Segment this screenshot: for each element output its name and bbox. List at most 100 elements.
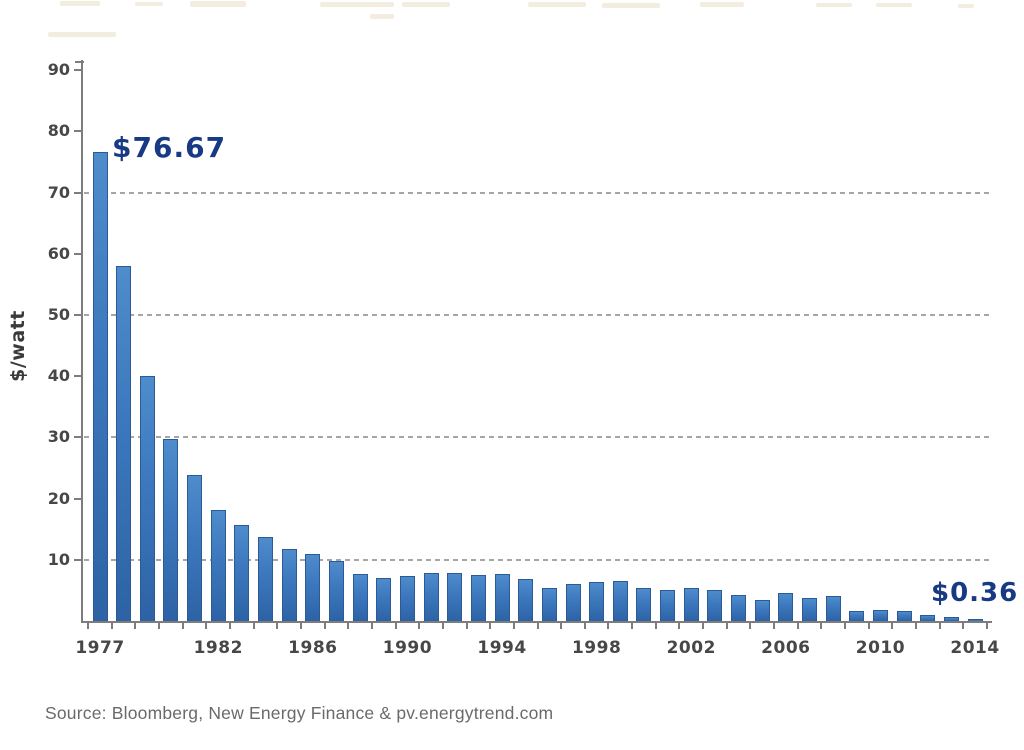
bar-1997 [565,583,581,621]
x-tick-label-2002: 2002 [666,638,716,658]
y-tick-70 [74,191,83,194]
x-tick-31 [820,623,823,629]
gridline-50 [84,314,992,316]
cropped-title-fragment-3 [320,2,394,7]
y-tick-10 [74,558,83,561]
bar-2004 [731,594,747,621]
cropped-title-fragment-1 [135,2,163,6]
bar-1999 [612,580,628,621]
x-tick-2 [134,623,137,629]
x-tick-4 [181,623,184,629]
x-tick-16 [465,623,468,629]
cropped-title-fragment-6 [602,3,660,8]
x-tick-21 [583,623,586,629]
gridline-10 [84,558,992,561]
bar-2007 [802,597,817,621]
x-tick-14 [418,623,421,629]
y-tick-60 [74,252,83,255]
cropped-title-fragment-12 [48,32,116,37]
bar-1988 [352,573,368,621]
bar-2009 [849,610,865,621]
bar-1998 [589,581,605,621]
cropped-title-fragment-2 [190,1,246,7]
y-tick-label-70: 70 [47,182,70,202]
x-tick-17 [489,623,492,629]
bar-2006 [778,593,794,621]
cropped-title-fragment-0 [60,1,100,6]
x-tick-28 [749,623,752,629]
x-tick-label-2006: 2006 [761,638,811,658]
y-tick-label-40: 40 [47,366,70,386]
bar-1983 [234,524,250,621]
y-tick-label-90: 90 [47,60,70,80]
x-tick-33 [867,623,870,629]
bar-1984 [258,537,274,621]
y-tick-label-50: 50 [47,305,70,324]
bar-1987 [329,561,344,621]
y-tick-90 [74,69,83,72]
x-tick-19 [536,623,539,629]
annotation-last-value: $0.36 [931,578,1019,608]
cropped-title-fragment-9 [876,3,912,7]
bar-1991 [423,573,439,621]
x-tick-label-2014: 2014 [950,638,1000,658]
bar-1981 [187,475,203,621]
y-axis-top-cap [75,61,84,63]
bar-1979 [139,376,155,621]
source-line: Source: Bloomberg, New Energy Finance & … [45,703,554,723]
x-tick-label-2010: 2010 [855,638,906,658]
x-tick-6 [229,623,232,629]
x-tick-37 [962,623,965,629]
x-tick-32 [843,623,846,629]
y-axis-title: $/watt [7,310,29,382]
bar-1995 [518,578,534,621]
bar-2010 [872,609,888,621]
cropped-title-fragment-11 [370,14,394,19]
bar-1977 [92,151,108,621]
bar-2001 [660,589,676,621]
x-tick-29 [773,623,776,629]
x-tick-13 [394,623,397,629]
x-tick-label-1977: 1977 [75,638,125,658]
x-tick-0 [87,623,90,629]
x-tick-label-1982: 1982 [193,638,243,658]
y-axis-line [81,60,83,623]
gridline-30 [84,436,992,439]
bar-2014 [967,618,983,621]
x-tick-23 [631,623,634,629]
bar-1980 [163,439,179,621]
y-tick-label-10: 10 [47,549,70,569]
bar-1986 [305,553,321,621]
bar-2011 [896,611,912,621]
bar-1994 [494,574,510,621]
bar-2008 [825,595,841,621]
x-tick-20 [560,623,563,629]
x-tick-5 [205,623,208,629]
x-tick-24 [654,623,657,629]
bar-2005 [754,599,770,621]
cropped-title-fragment-8 [816,3,852,7]
x-tick-label-1994: 1994 [477,638,527,658]
bar-2003 [707,589,723,621]
y-tick-20 [74,497,83,500]
x-tick-label-1998: 1998 [571,638,622,658]
bar-2000 [636,587,652,621]
x-tick-7 [252,623,255,629]
bar-1989 [376,578,392,621]
cropped-title-fragment-5 [528,2,586,7]
bar-1985 [281,549,297,621]
x-tick-35 [914,623,917,629]
x-tick-18 [512,623,515,629]
x-tick-1 [110,623,113,629]
y-tick-label-20: 20 [47,488,70,508]
x-tick-22 [607,623,610,629]
gridline-70 [84,191,992,194]
y-tick-80 [74,130,83,133]
x-tick-11 [347,623,350,629]
y-tick-label-80: 80 [47,121,70,141]
bar-1978 [116,266,132,621]
x-tick-30 [796,623,799,629]
x-tick-34 [891,623,894,629]
annotation-first-value: $76.67 [112,131,227,164]
